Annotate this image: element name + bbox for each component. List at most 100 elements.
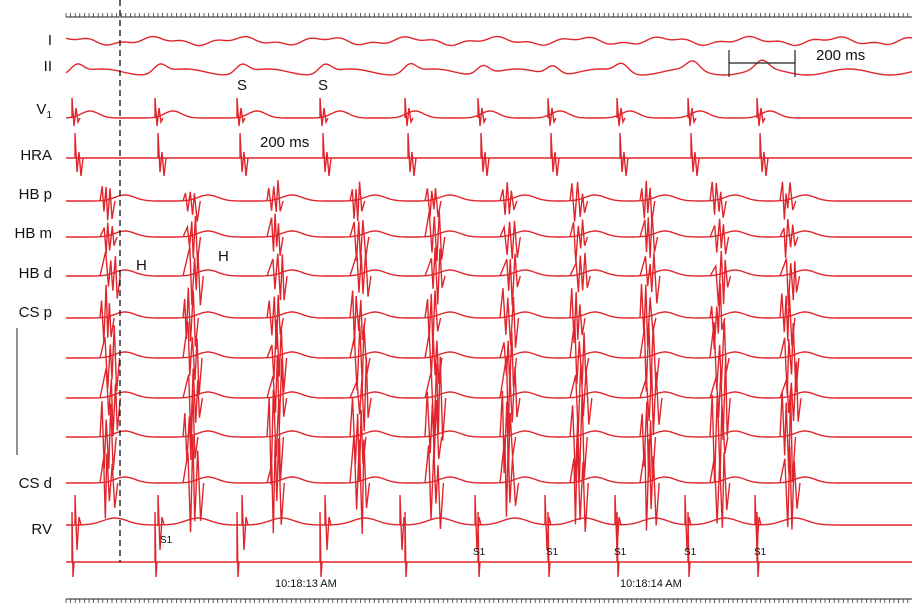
lead-label-rv: RV (31, 521, 52, 538)
trace-cs-p-deflection (639, 283, 657, 347)
trace-cs-3-deflection (349, 356, 372, 432)
s-marker-2: S (318, 77, 329, 94)
trace-hb-d-deflection (349, 251, 372, 297)
trace-hra-deflection (550, 132, 560, 177)
trace-hb-d-deflection (499, 253, 522, 306)
scale-bar-label: 200 ms (816, 47, 866, 64)
trace-hb-p-deflection (266, 180, 284, 213)
trace-hra-deflection (407, 132, 417, 177)
trace-cs-d-deflection (266, 438, 285, 534)
trace-cs-d-deflection (182, 435, 205, 533)
trace-stim-deflection (616, 511, 620, 578)
interval-label: 200 ms (260, 134, 310, 151)
trace-hb-m-deflection (639, 213, 659, 259)
trace-stim-deflection (547, 511, 551, 578)
stim-label: S1 (546, 547, 559, 558)
trace-stim-deflection (477, 511, 481, 578)
trace-cs-p (66, 311, 912, 319)
trace-cs-d-deflection (569, 437, 589, 532)
trace-hb-p-deflection (569, 181, 589, 222)
trace-hra-deflection (690, 132, 700, 177)
trace-cs-3 (66, 391, 912, 399)
trace-cs-4-deflection (569, 394, 588, 483)
trace-cs-d (66, 476, 912, 484)
lead-label-v1: V1 (36, 101, 52, 122)
trace-v1-deflection (616, 97, 626, 127)
trace-hb-d-deflection (779, 258, 801, 306)
trace-v1 (66, 110, 912, 119)
trace-v1-deflection (547, 97, 557, 127)
stim-label: S1 (754, 547, 767, 558)
trace-rv (66, 517, 912, 526)
trace-v1-deflection (687, 97, 697, 127)
trace-cs-3-deflection (99, 367, 122, 437)
his-marker-2: H (218, 248, 229, 265)
trace-hb-d-deflection (266, 253, 288, 301)
lead-label-ii: II (43, 58, 52, 75)
trace-cs-p-deflection (266, 295, 284, 350)
trace-rv-deflection (241, 494, 249, 551)
lead-label-hb-m: HB m (14, 225, 53, 242)
trace-hb-m-deflection (182, 215, 202, 262)
trace-hb-d (66, 269, 912, 277)
s-marker-1: S (237, 77, 248, 94)
trace-v1-deflection (756, 97, 766, 127)
trace-hb-p-deflection (182, 191, 201, 222)
trace-cs-p-deflection (182, 287, 200, 347)
his-marker-1: H (136, 257, 147, 274)
trace-cs-2-deflection (424, 333, 443, 384)
trace-hb-m-deflection (569, 219, 589, 263)
trace-stim-deflection (319, 511, 323, 578)
trace-hra-deflection (157, 132, 167, 177)
trace-cs-d-deflection (99, 453, 119, 519)
trace-v1-deflection (71, 97, 81, 127)
trace-hb-d-deflection (709, 250, 732, 306)
trace-cs-p-deflection (779, 293, 796, 346)
trace-cs-d-deflection (424, 445, 445, 530)
trace-stim-deflection (687, 511, 691, 578)
trace-cs-p-deflection (499, 288, 520, 348)
trace-hra-deflection (322, 132, 332, 177)
trace-cs-d-deflection (349, 434, 371, 535)
trace-hra-deflection (480, 132, 490, 177)
trace-cs-3-deflection (182, 368, 204, 439)
trace-lead-ii (65, 59, 912, 76)
trace-stim-deflection (71, 511, 75, 578)
trace-cs-4-deflection (499, 390, 517, 474)
trace-cs-2 (66, 351, 912, 359)
trace-cs-3-deflection (424, 356, 447, 441)
trace-cs-p-deflection (349, 290, 367, 347)
trace-cs-p-deflection (569, 288, 586, 344)
lead-label-hra: HRA (20, 147, 52, 164)
trace-cs-3-deflection (779, 361, 802, 422)
trace-cs-p-deflection (99, 284, 115, 342)
trace-hra-deflection (74, 132, 84, 177)
stim-label: S1 (473, 547, 486, 558)
trace-rv-deflection (157, 494, 165, 551)
trace-hb-p-deflection (709, 181, 727, 218)
trace-cs-2-deflection (182, 321, 203, 396)
trace-cs-3-deflection (639, 367, 663, 436)
trace-stim-deflection (236, 511, 240, 578)
trace-hra-deflection (239, 132, 249, 177)
stim-label: S1 (614, 547, 627, 558)
timestamp-1: 10:18:13 AM (275, 578, 337, 590)
trace-v1-deflection (236, 97, 246, 127)
trace-hb-d-deflection (639, 252, 661, 304)
trace-hb-m (66, 230, 912, 238)
trace-stim-deflection (756, 511, 760, 578)
trace-cs-4 (66, 430, 912, 438)
trace-cs-p-deflection (424, 290, 442, 348)
lead-label-hb-p: HB p (18, 186, 52, 203)
trace-v1-deflection (404, 97, 414, 127)
timestamp-2: 10:18:14 AM (620, 578, 682, 590)
trace-hb-m-deflection (266, 213, 284, 256)
trace-hb-d-deflection (99, 251, 121, 299)
trace-cs-d-deflection (779, 446, 801, 530)
trace-cs-4-deflection (182, 390, 199, 462)
trace-hb-p-deflection (99, 186, 116, 221)
trace-cs-4-deflection (99, 401, 117, 471)
stim-label: S1 (160, 535, 173, 546)
trace-hb-p-deflection (349, 181, 366, 222)
